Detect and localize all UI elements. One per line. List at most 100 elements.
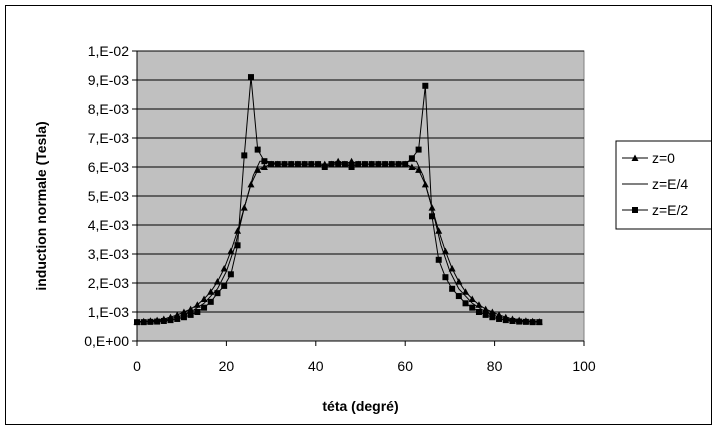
data-point-square [496,315,503,322]
x-tick-labels: 0 20 40 60 80 100 [133,358,596,374]
data-point-square [187,311,194,318]
data-point-square [268,161,275,168]
data-point-square [154,318,161,325]
data-point-square [536,319,543,326]
legend-item: z=0 [622,150,675,166]
data-point-triangle [448,265,456,272]
data-point-square [241,152,248,159]
data-point-square [348,164,355,170]
y-tick-label: 5,E-03 [88,188,129,204]
data-point-square [475,309,482,315]
legend-label: z=E/4 [652,176,688,192]
x-tick-label: 80 [487,358,503,374]
data-point-square [489,314,496,321]
data-point-triangle [468,295,476,302]
y-tick-label: 7,E-03 [88,130,129,146]
chart-area: 0,E+00 1,E-03 2,E-03 3,E-03 4,E-03 5,E-03 6,E-… [5,5,712,425]
legend-item: z=E/4 [622,176,688,192]
data-point-triangle [462,288,470,295]
y-tick-label: 1,E-03 [88,304,129,320]
data-point-square [361,161,368,168]
legend-items: z=0 z=E/4 z=E/2 [622,150,688,218]
data-point-triangle [213,278,221,285]
data-point-square [221,282,228,289]
data-point-triangle [254,166,262,173]
legend-box [615,140,711,230]
gridlines [132,50,585,346]
data-point-triangle [408,163,416,170]
data-point-square [335,161,342,168]
data-point-square [315,161,322,168]
data-point-square [288,161,295,168]
data-point-square [207,298,214,305]
data-point-triangle [260,163,268,170]
data-point-square [522,318,529,325]
data-point-square [435,256,442,263]
data-point-triangle [435,227,443,234]
data-point-triangle [348,157,356,165]
data-point-square [274,161,281,168]
data-point-square [462,300,469,307]
data-point-square [368,161,375,168]
y-tick-labels: 0,E+00 1,E-03 2,E-03 3,E-03 4,E-03 5,E-03 6,E-… [84,43,129,349]
data-point-square [321,164,328,170]
legend-label: z=E/2 [652,202,688,218]
data-point-square [402,161,409,168]
data-point-square [261,158,268,165]
data-point-square [415,146,422,153]
legend-item: z=E/2 [622,202,688,218]
data-point-square [355,161,362,168]
data-point-square [281,161,288,168]
series-2 [134,74,543,326]
data-point-triangle [455,278,463,285]
x-tick-label: 40 [308,358,324,374]
data-point-square [227,271,234,278]
data-point-square [167,317,174,324]
y-tick-label: 8,E-03 [88,101,129,117]
y-tick-label: 3,E-03 [88,246,129,262]
data-point-square [328,161,335,168]
data-point-square [140,319,147,326]
data-point-square [382,161,389,168]
data-point-square [174,315,181,322]
data-point-triangle [200,295,208,302]
legend: z=0 z=E/4 z=E/2 [615,140,711,230]
data-point-triangle [220,265,228,272]
legend-label: z=0 [652,150,675,166]
data-point-square [134,319,140,326]
y-tick-label: 2,E-03 [88,275,129,291]
data-point-square [194,309,201,315]
data-point-square [455,293,462,300]
data-point-square [442,274,449,281]
data-point-square [388,161,395,168]
y-axis-title: induction normale (Tesla) [33,121,49,290]
x-tick-label: 60 [397,358,413,374]
data-point-square [469,304,476,311]
data-point-square [301,161,308,168]
data-point-square [247,74,254,81]
y-tick-label: 9,E-03 [88,72,129,88]
data-point-square [375,161,382,168]
data-point-square [214,290,221,297]
data-point-square [180,314,187,321]
data-point-square [502,317,509,324]
data-point-square [254,146,261,153]
data-point-square [529,319,536,326]
x-tick-label: 20 [219,358,235,374]
data-point-square [294,161,301,168]
data-point-square [308,161,315,168]
data-point-square [516,318,523,325]
data-point-square [429,213,436,220]
data-point-square [449,285,456,292]
data-point-triangle [415,166,423,173]
x-tick-label: 0 [133,358,141,374]
data-point-square [632,207,638,213]
data-point-square [395,161,402,168]
y-tick-label: 6,E-03 [88,159,129,175]
data-point-triangle [234,227,242,234]
x-tick-label: 100 [572,358,596,374]
y-tick-label: 1,E-02 [88,43,129,59]
data-point-square [234,242,241,249]
series-layer [133,74,543,326]
data-point-square [147,318,154,325]
